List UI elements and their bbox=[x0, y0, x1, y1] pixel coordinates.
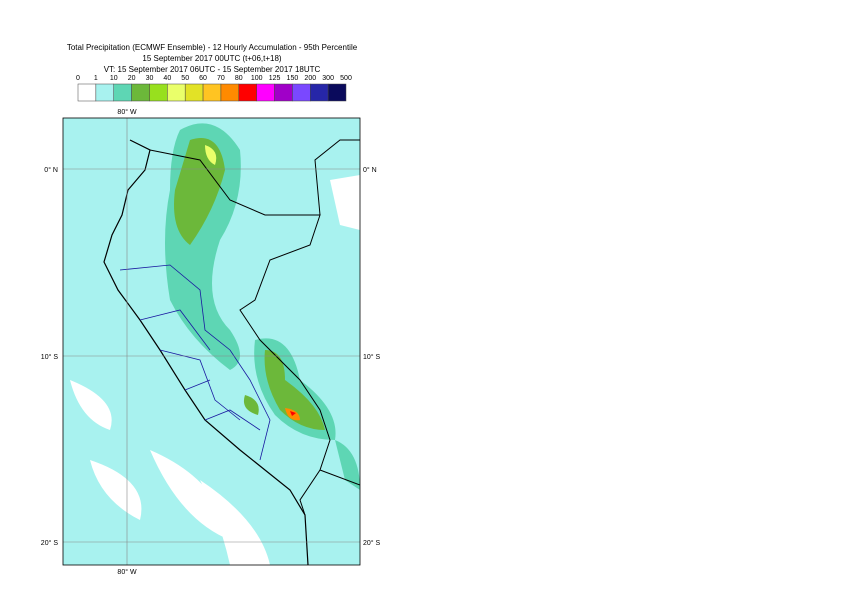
precip-area bbox=[290, 411, 296, 416]
legend-label: 200 bbox=[304, 75, 316, 82]
legend-swatch bbox=[95, 83, 114, 102]
legend-label: 50 bbox=[181, 75, 189, 82]
legend-label: 30 bbox=[146, 75, 154, 82]
country-border bbox=[149, 139, 360, 516]
legend-label: 0 bbox=[76, 75, 80, 82]
region-border bbox=[119, 264, 271, 461]
lat-label: 10° S bbox=[41, 353, 59, 361]
legend-label: 10 bbox=[110, 75, 118, 82]
legend-swatch bbox=[256, 83, 275, 102]
legend-swatch bbox=[327, 83, 347, 102]
dry-area bbox=[70, 380, 270, 565]
lat-label: 20° S bbox=[41, 539, 59, 547]
lat-label: 0° N bbox=[44, 166, 58, 174]
legend-swatch bbox=[149, 83, 168, 102]
legend-swatch bbox=[310, 83, 329, 102]
title-line: Total Precipitation (ECMWF Ensemble) - 1… bbox=[67, 43, 358, 52]
titles: Total Precipitation (ECMWF Ensemble) - 1… bbox=[67, 43, 358, 74]
precip-area bbox=[243, 350, 325, 430]
map-frame bbox=[62, 117, 361, 566]
legend-label: 300 bbox=[322, 75, 334, 82]
precip-area bbox=[174, 138, 225, 245]
lon-label: 80° W bbox=[117, 108, 137, 116]
coastline bbox=[103, 139, 309, 565]
legend-swatch bbox=[202, 83, 222, 102]
legend-label: 150 bbox=[287, 75, 299, 82]
lon-label: 80° W bbox=[117, 568, 137, 576]
legend-label: 70 bbox=[217, 75, 225, 82]
legend-swatch bbox=[167, 83, 186, 102]
legend-swatch bbox=[220, 83, 240, 102]
legend-swatch bbox=[292, 83, 311, 102]
legend-swatch bbox=[113, 83, 132, 102]
title-line: VT: 15 September 2017 06UTC - 15 Septemb… bbox=[104, 65, 321, 74]
legend-swatch bbox=[238, 83, 257, 102]
title-line: 15 September 2017 00UTC (t+06,t+18) bbox=[142, 54, 282, 63]
legend-label: 100 bbox=[251, 75, 263, 82]
precip-area bbox=[205, 145, 217, 165]
lat-label: 0° N bbox=[363, 166, 377, 174]
legend-swatch bbox=[274, 83, 293, 102]
legend-swatch bbox=[77, 83, 97, 102]
lat-label: 20° S bbox=[363, 539, 381, 547]
legend-label: 125 bbox=[269, 75, 281, 82]
legend-label: 40 bbox=[163, 75, 171, 82]
legend-label: 60 bbox=[199, 75, 207, 82]
lat-label: 10° S bbox=[363, 353, 381, 361]
map: 80° W 80° W 0° N 0° N 10° S 10° S 20° S … bbox=[41, 108, 381, 576]
legend-label: 500 bbox=[340, 75, 352, 82]
legend-swatch bbox=[131, 83, 150, 102]
legend-swatch bbox=[184, 83, 204, 102]
dry-area bbox=[330, 175, 360, 230]
legend-label: 1 bbox=[94, 75, 98, 82]
legend-label: 20 bbox=[128, 75, 136, 82]
legend-label: 80 bbox=[235, 75, 243, 82]
legend: 0 1 10 20 30 40 50 60 70 80 100 125 150 200 300 500 bbox=[76, 75, 352, 102]
